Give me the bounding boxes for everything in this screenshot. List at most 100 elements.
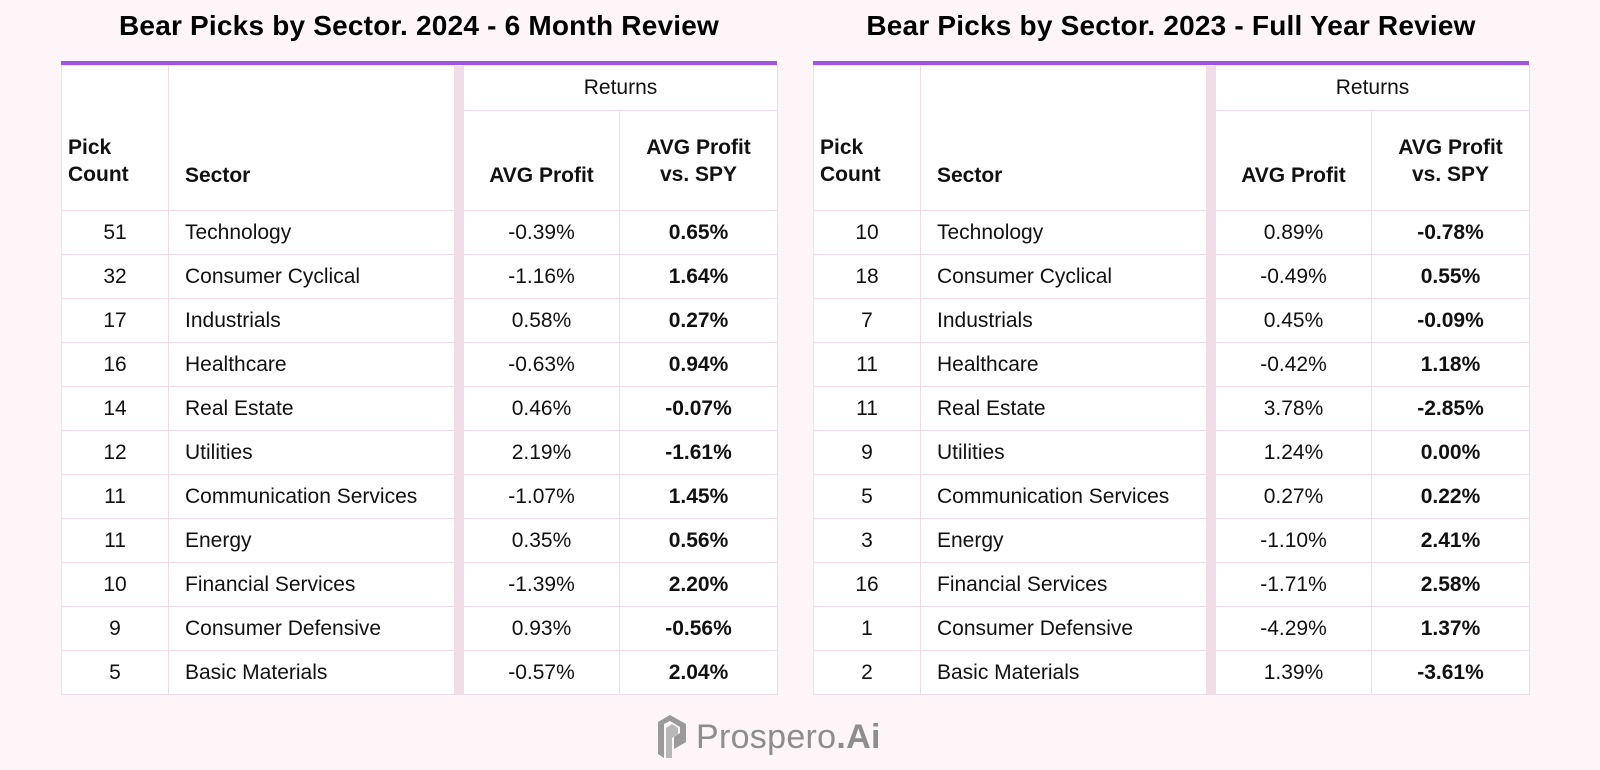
avg-profit-vs-spy-cell: 0.56% bbox=[619, 518, 778, 563]
avg-profit-vs-spy-cell: 1.18% bbox=[1371, 342, 1530, 387]
avg-profit-cell: -0.63% bbox=[463, 342, 620, 387]
header-avg-profit-vs-spy: AVG Profit vs. SPY bbox=[1371, 110, 1530, 211]
panel-title: Bear Picks by Sector. 2024 - 6 Month Rev… bbox=[119, 10, 719, 41]
sector-cell: Basic Materials bbox=[920, 650, 1207, 695]
table-row: 17 Industrials 0.58% 0.27% bbox=[61, 298, 778, 343]
table-row: 16 Healthcare -0.63% 0.94% bbox=[61, 342, 778, 387]
column-divider bbox=[454, 298, 464, 343]
sector-cell: Consumer Defensive bbox=[168, 606, 455, 651]
avg-profit-cell: 0.45% bbox=[1215, 298, 1372, 343]
table-wrapper: Pick Count Sector Returns AVG Profit AVG… bbox=[813, 61, 1530, 695]
sector-cell: Energy bbox=[168, 518, 455, 563]
pick-count-cell: 32 bbox=[61, 254, 169, 299]
pick-count-cell: 12 bbox=[61, 430, 169, 475]
avg-profit-cell: -0.49% bbox=[1215, 254, 1372, 299]
pick-count-cell: 11 bbox=[813, 386, 921, 431]
panel-2024: Bear Picks by Sector. 2024 - 6 Month Rev… bbox=[61, 0, 778, 695]
header-avg-profit: AVG Profit bbox=[463, 110, 620, 211]
column-divider bbox=[1206, 254, 1216, 299]
avg-profit-vs-spy-cell: 2.58% bbox=[1371, 562, 1530, 607]
table-wrapper: Pick Count Sector Returns AVG Profit AVG… bbox=[61, 61, 778, 695]
pick-count-cell: 16 bbox=[61, 342, 169, 387]
table-row: 5 Communication Services 0.27% 0.22% bbox=[813, 474, 1530, 519]
panel-2023: Bear Picks by Sector. 2023 - Full Year R… bbox=[813, 0, 1530, 695]
sector-cell: Basic Materials bbox=[168, 650, 455, 695]
avg-profit-cell: 3.78% bbox=[1215, 386, 1372, 431]
table-row: 11 Energy 0.35% 0.56% bbox=[61, 518, 778, 563]
column-divider bbox=[1206, 430, 1216, 475]
column-divider bbox=[454, 386, 464, 431]
column-divider bbox=[454, 65, 464, 211]
avg-profit-cell: -0.57% bbox=[463, 650, 620, 695]
avg-profit-cell: 1.24% bbox=[1215, 430, 1372, 475]
table-row: 16 Financial Services -1.71% 2.58% bbox=[813, 562, 1530, 607]
column-divider bbox=[454, 430, 464, 475]
pick-count-cell: 17 bbox=[61, 298, 169, 343]
avg-profit-vs-spy-cell: 2.04% bbox=[619, 650, 778, 695]
pick-count-cell: 9 bbox=[61, 606, 169, 651]
column-divider bbox=[1206, 518, 1216, 563]
avg-profit-vs-spy-cell: 1.37% bbox=[1371, 606, 1530, 651]
avg-profit-vs-spy-cell: -0.07% bbox=[619, 386, 778, 431]
table-row: 7 Industrials 0.45% -0.09% bbox=[813, 298, 1530, 343]
sector-cell: Utilities bbox=[920, 430, 1207, 475]
column-divider bbox=[1206, 474, 1216, 519]
table-row: 5 Basic Materials -0.57% 2.04% bbox=[61, 650, 778, 695]
table-row: 10 Technology 0.89% -0.78% bbox=[813, 210, 1530, 255]
column-divider bbox=[454, 518, 464, 563]
pick-count-cell: 1 bbox=[813, 606, 921, 651]
sector-cell: Technology bbox=[168, 210, 455, 255]
pick-count-cell: 11 bbox=[61, 474, 169, 519]
avg-profit-cell: -1.10% bbox=[1215, 518, 1372, 563]
table-row: 9 Utilities 1.24% 0.00% bbox=[813, 430, 1530, 475]
pick-count-cell: 2 bbox=[813, 650, 921, 695]
column-divider bbox=[1206, 650, 1216, 695]
avg-profit-vs-spy-cell: -0.09% bbox=[1371, 298, 1530, 343]
avg-profit-cell: -1.71% bbox=[1215, 562, 1372, 607]
prospero-logo: Prospero.Ai bbox=[656, 712, 881, 762]
table-row: 1 Consumer Defensive -4.29% 1.37% bbox=[813, 606, 1530, 651]
header-returns: Returns bbox=[1215, 65, 1530, 111]
sector-table: Pick Count Sector Returns AVG Profit AVG… bbox=[61, 65, 778, 695]
sector-cell: Industrials bbox=[168, 298, 455, 343]
sector-cell: Technology bbox=[920, 210, 1207, 255]
avg-profit-cell: -0.39% bbox=[463, 210, 620, 255]
avg-profit-vs-spy-cell: -0.56% bbox=[619, 606, 778, 651]
pick-count-cell: 10 bbox=[61, 562, 169, 607]
avg-profit-cell: -0.42% bbox=[1215, 342, 1372, 387]
table-row: 14 Real Estate 0.46% -0.07% bbox=[61, 386, 778, 431]
sector-cell: Communication Services bbox=[168, 474, 455, 519]
table-row: 51 Technology -0.39% 0.65% bbox=[61, 210, 778, 255]
table-row: 18 Consumer Cyclical -0.49% 0.55% bbox=[813, 254, 1530, 299]
avg-profit-vs-spy-cell: 0.65% bbox=[619, 210, 778, 255]
pick-count-cell: 18 bbox=[813, 254, 921, 299]
logo-suffix: .Ai bbox=[836, 717, 881, 756]
avg-profit-vs-spy-cell: 0.55% bbox=[1371, 254, 1530, 299]
avg-profit-cell: 2.19% bbox=[463, 430, 620, 475]
avg-profit-cell: 1.39% bbox=[1215, 650, 1372, 695]
avg-profit-vs-spy-cell: 1.64% bbox=[619, 254, 778, 299]
table-row: 11 Real Estate 3.78% -2.85% bbox=[813, 386, 1530, 431]
avg-profit-vs-spy-cell: 0.27% bbox=[619, 298, 778, 343]
pick-count-cell: 14 bbox=[61, 386, 169, 431]
avg-profit-cell: 0.58% bbox=[463, 298, 620, 343]
table-row: 11 Communication Services -1.07% 1.45% bbox=[61, 474, 778, 519]
avg-profit-cell: 0.27% bbox=[1215, 474, 1372, 519]
table-row: 10 Financial Services -1.39% 2.20% bbox=[61, 562, 778, 607]
column-divider bbox=[1206, 342, 1216, 387]
header-avg-profit-vs-spy: AVG Profit vs. SPY bbox=[619, 110, 778, 211]
avg-profit-vs-spy-cell: -1.61% bbox=[619, 430, 778, 475]
column-divider bbox=[454, 210, 464, 255]
header-pick-count: Pick Count bbox=[813, 65, 921, 211]
avg-profit-vs-spy-cell: -3.61% bbox=[1371, 650, 1530, 695]
column-divider bbox=[1206, 65, 1216, 211]
avg-profit-cell: 0.89% bbox=[1215, 210, 1372, 255]
pick-count-cell: 3 bbox=[813, 518, 921, 563]
sector-cell: Utilities bbox=[168, 430, 455, 475]
column-divider bbox=[454, 474, 464, 519]
header-sector: Sector bbox=[920, 65, 1207, 211]
sector-cell: Communication Services bbox=[920, 474, 1207, 519]
table-body: 10 Technology 0.89% -0.78% 18 Consumer Cyclic… bbox=[813, 210, 1530, 695]
avg-profit-cell: 0.35% bbox=[463, 518, 620, 563]
avg-profit-cell: 0.46% bbox=[463, 386, 620, 431]
